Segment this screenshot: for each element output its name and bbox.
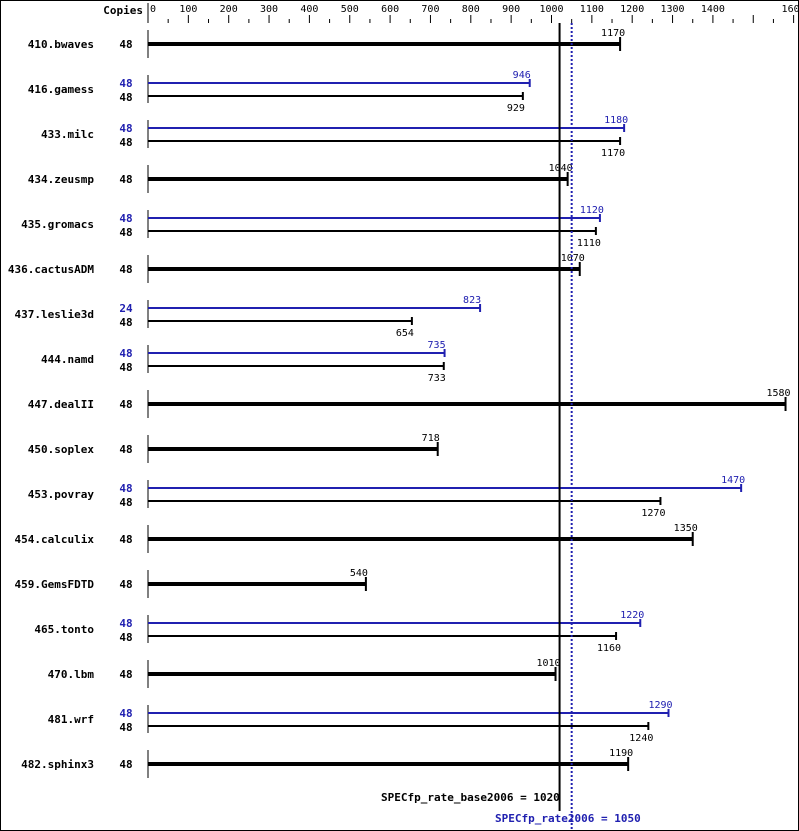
peak-value-label: 1220 [620,610,644,621]
base-copies: 48 [119,496,132,509]
base-value-label: 540 [350,568,368,579]
base-copies: 48 [119,263,132,276]
base-copies: 48 [119,443,132,456]
benchmark-name: 434.zeusmp [28,173,95,186]
peak-value-label: 1120 [580,205,604,216]
benchmark-name: 447.dealII [28,398,94,411]
base-value-label: 929 [507,103,525,114]
base-copies: 48 [119,578,132,591]
benchmark-name: 410.bwaves [28,38,94,51]
tick-label: 1100 [580,4,604,15]
peak-value-label: 735 [428,340,446,351]
tick-label: 1400 [701,4,725,15]
tick-label: 1200 [620,4,644,15]
benchmark-name: 416.gamess [28,83,94,96]
benchmark-name: 482.sphinx3 [21,758,94,771]
base-copies: 48 [119,136,132,149]
benchmark-name: 481.wrf [48,713,94,726]
base-copies: 48 [119,533,132,546]
tick-label: 800 [462,4,480,15]
base-copies: 48 [119,361,132,374]
base-value-label: 1010 [536,658,560,669]
copies-header: Copies [103,4,143,17]
base-value-label: 1350 [674,523,698,534]
tick-label: 0 [150,4,156,15]
base-value-label: 1110 [577,238,601,249]
peak-copies: 48 [119,77,132,90]
peak-value-label: 1290 [648,700,672,711]
benchmark-name: 444.namd [41,353,94,366]
base-value-label: 733 [428,373,446,384]
tick-label: 1600 [782,4,799,15]
peak-reference-label: SPECfp_rate2006 = 1050 [495,812,641,825]
peak-copies: 48 [119,347,132,360]
base-copies: 48 [119,668,132,681]
benchmark-name: 453.povray [28,488,95,501]
peak-copies: 48 [119,482,132,495]
base-value-label: 1240 [629,733,653,744]
base-value-label: 1170 [601,28,625,39]
tick-label: 300 [260,4,278,15]
peak-copies: 48 [119,212,132,225]
base-copies: 48 [119,398,132,411]
tick-label: 900 [502,4,520,15]
base-value-label: 654 [396,328,414,339]
benchmark-name: 437.leslie3d [15,308,94,321]
tick-label: 400 [300,4,318,15]
base-copies: 48 [119,758,132,771]
base-value-label: 1190 [609,748,633,759]
base-value-label: 1270 [641,508,665,519]
base-value-label: 1160 [597,643,621,654]
benchmark-name: 459.GemsFDTD [15,578,95,591]
base-copies: 48 [119,721,132,734]
base-value-label: 1580 [766,388,790,399]
base-copies: 48 [119,316,132,329]
tick-label: 1300 [661,4,685,15]
base-copies: 48 [119,226,132,239]
benchmark-name: 454.calculix [15,533,95,546]
base-copies: 48 [119,91,132,104]
tick-label: 500 [341,4,359,15]
peak-copies: 48 [119,122,132,135]
peak-copies: 48 [119,617,132,630]
tick-label: 600 [381,4,399,15]
benchmark-name: 433.milc [41,128,94,141]
peak-value-label: 946 [513,70,531,81]
peak-value-label: 1470 [721,475,745,486]
base-value-label: 1040 [549,163,573,174]
benchmark-name: 465.tonto [34,623,94,636]
peak-copies: 48 [119,707,132,720]
benchmark-name: 435.gromacs [21,218,94,231]
tick-label: 700 [421,4,439,15]
base-copies: 48 [119,38,132,51]
base-copies: 48 [119,173,132,186]
base-copies: 48 [119,631,132,644]
base-value-label: 718 [422,433,440,444]
peak-value-label: 1180 [604,115,628,126]
tick-label: 100 [179,4,197,15]
peak-copies: 24 [119,302,133,315]
base-reference-label: SPECfp_rate_base2006 = 1020 [381,791,560,804]
benchmark-name: 450.soplex [28,443,95,456]
benchmark-name: 470.lbm [48,668,95,681]
base-value-label: 1070 [561,253,585,264]
benchmark-name: 436.cactusADM [8,263,94,276]
peak-value-label: 823 [463,295,481,306]
base-value-label: 1170 [601,148,625,159]
tick-label: 1000 [539,4,563,15]
tick-label: 200 [220,4,238,15]
